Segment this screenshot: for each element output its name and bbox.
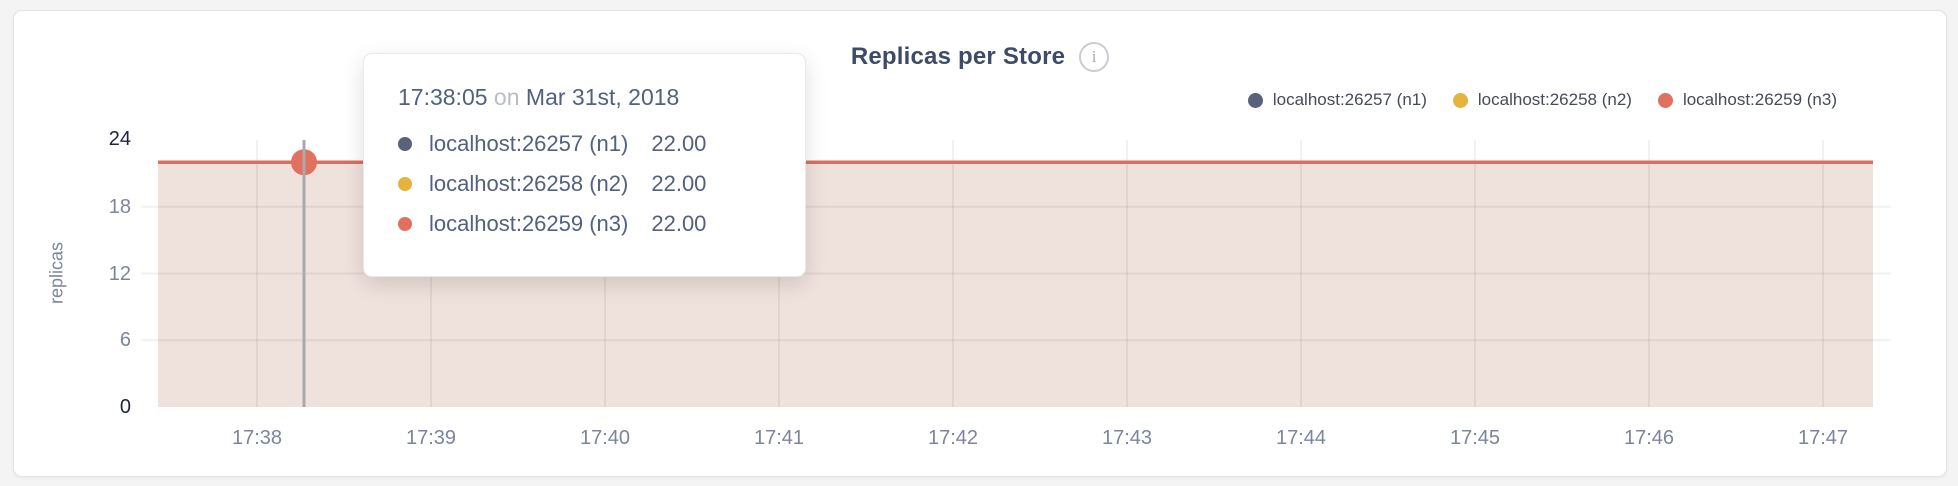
info-icon[interactable]: i xyxy=(1079,42,1110,72)
series-value: 22.00 xyxy=(651,131,707,156)
tooltip-row: localhost:26257 (n1) 22.00 xyxy=(398,124,771,164)
chart-header: Replicas per Store i xyxy=(14,41,1946,73)
legend-label: localhost:26257 (n1) xyxy=(1272,90,1427,109)
x-axis-tick: 17:47 xyxy=(1797,427,1849,449)
tooltip-row: localhost:26258 (n2) 22.00 xyxy=(398,164,771,204)
x-axis-tick: 17:41 xyxy=(753,427,805,449)
x-axis-tick: 17:42 xyxy=(927,427,979,449)
series-dot-n2 xyxy=(398,177,412,191)
y-axis-tick-24: 24 xyxy=(108,128,131,150)
series-value: 22.00 xyxy=(651,211,707,236)
legend-dot-n1 xyxy=(1247,92,1263,108)
x-axis-tick: 17:44 xyxy=(1275,427,1327,449)
y-axis-tick-0: 0 xyxy=(119,396,131,418)
legend-item-n1[interactable]: localhost:26257 (n1) xyxy=(1247,90,1427,110)
y-axis-title: replicas xyxy=(46,241,67,305)
series-value: 22.00 xyxy=(651,171,707,196)
legend-label: localhost:26258 (n2) xyxy=(1477,90,1632,109)
legend-label: localhost:26259 (n3) xyxy=(1682,90,1837,109)
tooltip-header: 17:38:05 on Mar 31st, 2018 xyxy=(398,81,771,113)
tooltip-date: Mar 31st, 2018 xyxy=(525,84,680,110)
y-axis-tick-6: 6 xyxy=(119,329,131,351)
tooltip-time: 17:38:05 xyxy=(398,84,488,110)
chart-tooltip: 17:38:05 on Mar 31st, 2018 localhost:262… xyxy=(363,53,806,277)
x-axis-tick: 17:43 xyxy=(1101,427,1153,449)
legend-item-n2[interactable]: localhost:26258 (n2) xyxy=(1452,90,1632,110)
legend-dot-n2 xyxy=(1452,92,1468,108)
y-axis-tick-12: 12 xyxy=(108,263,131,285)
x-axis-tick: 17:39 xyxy=(405,427,457,449)
chart-card: Replicas per Store i localhost:26257 (n1… xyxy=(13,10,1947,477)
legend-dot-n3 xyxy=(1657,92,1673,108)
x-axis-tick: 17:40 xyxy=(579,427,631,449)
series-label: localhost:26259 (n3) xyxy=(429,211,629,236)
tooltip-row: localhost:26259 (n3) 22.00 xyxy=(398,204,771,244)
x-axis-tick: 17:46 xyxy=(1623,427,1675,449)
series-dot-n1 xyxy=(398,137,412,151)
series-label: localhost:26258 (n2) xyxy=(429,171,629,196)
legend: localhost:26257 (n1) localhost:26258 (n2… xyxy=(1247,89,1837,111)
x-axis-tick: 17:45 xyxy=(1449,427,1501,449)
legend-item-n3[interactable]: localhost:26259 (n3) xyxy=(1657,90,1837,110)
series-dot-n3 xyxy=(398,217,412,231)
y-axis-tick-18: 18 xyxy=(108,196,131,218)
chart-title: Replicas per Store xyxy=(850,43,1066,70)
tooltip-separator: on xyxy=(493,84,520,110)
x-axis-tick: 17:38 xyxy=(231,427,283,449)
series-label: localhost:26257 (n1) xyxy=(429,131,629,156)
